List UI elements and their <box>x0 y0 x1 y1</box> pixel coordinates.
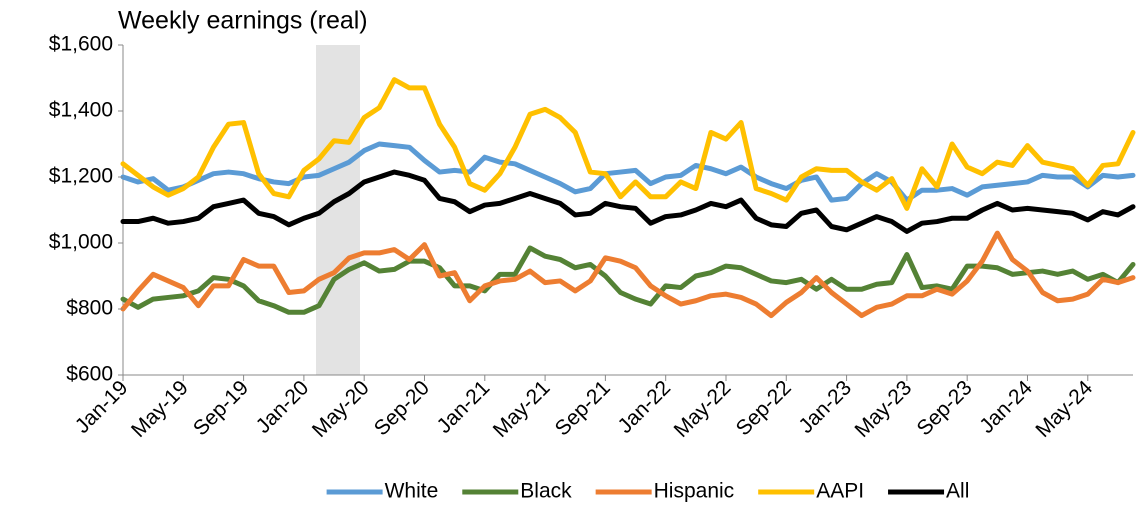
x-tick-label: Sep-21 <box>551 376 615 440</box>
legend-label: Hispanic <box>654 480 735 503</box>
legend-label: AAPI <box>816 480 864 503</box>
legend: White Black Hispanic AAPI All <box>326 480 969 503</box>
x-tick-label: Jan-24 <box>975 376 1037 438</box>
plot-area <box>120 45 1136 376</box>
y-tick-label: $1,200 <box>49 165 113 188</box>
series-line <box>120 77 1136 211</box>
x-tick-label: May-24 <box>1031 376 1097 442</box>
x-tick-label: May-23 <box>851 376 917 442</box>
legend-label: White <box>385 480 439 503</box>
x-tick-label: May-19 <box>127 376 193 442</box>
y-tick-label: $600 <box>66 363 113 386</box>
x-tick-label: May-22 <box>670 376 736 442</box>
y-tick-label: $1,400 <box>49 99 113 122</box>
legend-label: Black <box>520 480 572 503</box>
series-line <box>120 230 1136 319</box>
y-tick-label: $1,600 <box>49 33 113 56</box>
x-tick-label: Sep-19 <box>189 376 253 440</box>
series-line <box>120 169 1136 234</box>
x-tick-label: Sep-22 <box>732 376 796 440</box>
series-line <box>120 141 1136 203</box>
x-tick-label: Jan-21 <box>433 376 495 438</box>
x-tick-label: Jan-20 <box>252 376 314 438</box>
series-line <box>120 245 1136 315</box>
x-tick-label: Jan-23 <box>794 376 856 438</box>
x-tick-label: Sep-20 <box>370 376 434 440</box>
y-tick-label: $800 <box>66 297 113 320</box>
x-tick-label: Jan-22 <box>613 376 675 438</box>
y-tick-label: $1,000 <box>49 231 113 254</box>
x-tick-label: Sep-23 <box>912 376 976 440</box>
x-tick-label: May-20 <box>308 376 374 442</box>
chart-title: Weekly earnings (real) <box>118 7 368 35</box>
legend-label: All <box>946 480 969 503</box>
x-tick-label: May-21 <box>489 376 555 442</box>
